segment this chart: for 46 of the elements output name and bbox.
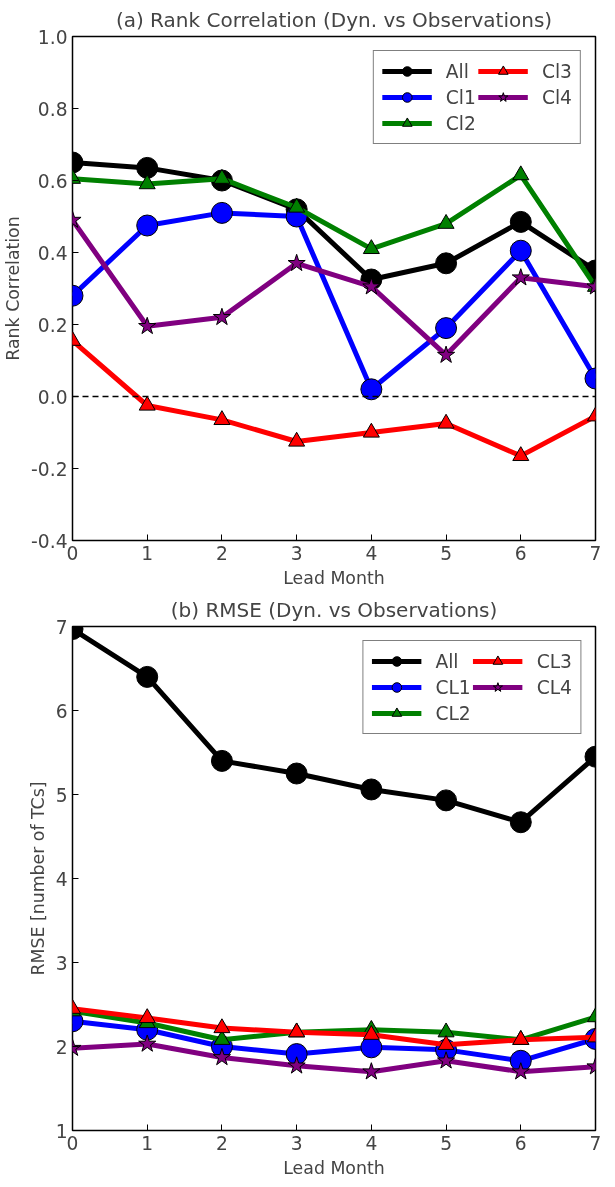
x-tick-label: 7 xyxy=(589,1132,602,1154)
legend-label: CL1 xyxy=(435,676,471,698)
y-tick-label: 1.0 xyxy=(37,26,68,48)
y-tick-label: 2 xyxy=(55,1036,68,1058)
legend-label: CL4 xyxy=(536,676,572,698)
chart-title: (b) RMSE (Dyn. vs Observations) xyxy=(170,597,498,622)
y-tick-label: 5 xyxy=(55,784,68,806)
x-tick-label: 3 xyxy=(290,542,303,564)
y-tick-label: 0.4 xyxy=(37,242,68,264)
x-tick-label: 1 xyxy=(141,542,154,564)
x-axis-title: Lead Month xyxy=(283,567,385,588)
x-axis-title: Lead Month xyxy=(283,1157,385,1178)
x-tick-label: 6 xyxy=(514,542,527,564)
x-tick-label: 3 xyxy=(290,1132,303,1154)
legend-label: All xyxy=(445,60,469,82)
y-tick-label: -0.4 xyxy=(31,530,68,552)
x-tick-label: 4 xyxy=(365,542,378,564)
legend-label: CL3 xyxy=(536,650,572,672)
y-tick-label: -0.2 xyxy=(31,458,68,480)
y-tick-label: 0.8 xyxy=(37,98,68,120)
y-tick-label: 4 xyxy=(55,868,68,890)
legend-label: Cl4 xyxy=(541,86,572,108)
x-tick-label: 5 xyxy=(440,542,453,564)
legend-label: Cl3 xyxy=(541,60,572,82)
legend-label: All xyxy=(435,650,459,672)
x-tick-label: 2 xyxy=(215,542,228,564)
legend-label: CL2 xyxy=(435,702,471,724)
legend-label: Cl2 xyxy=(445,112,476,134)
x-tick-label: 2 xyxy=(215,1132,228,1154)
x-tick-label: 0 xyxy=(66,542,79,564)
x-tick-label: 6 xyxy=(514,1132,527,1154)
x-tick-label: 1 xyxy=(141,1132,154,1154)
x-tick-label: 5 xyxy=(440,1132,453,1154)
y-tick-label: 0.0 xyxy=(37,386,68,408)
y-tick-label: 0.2 xyxy=(37,314,68,336)
y-tick-label: 3 xyxy=(55,952,68,974)
x-tick-label: 7 xyxy=(589,542,602,564)
y-tick-label: 7 xyxy=(55,616,68,638)
x-tick-label: 4 xyxy=(365,1132,378,1154)
y-tick-label: 6 xyxy=(55,700,68,722)
legend-label: Cl1 xyxy=(445,86,476,108)
x-tick-label: 0 xyxy=(66,1132,79,1154)
y-axis-title: Rank Correlation xyxy=(3,216,24,361)
y-axis-title: RMSE [number of TCs] xyxy=(27,781,48,976)
chart-title: (a) Rank Correlation (Dyn. vs Observations) xyxy=(115,7,553,32)
y-tick-label: 0.6 xyxy=(37,170,68,192)
